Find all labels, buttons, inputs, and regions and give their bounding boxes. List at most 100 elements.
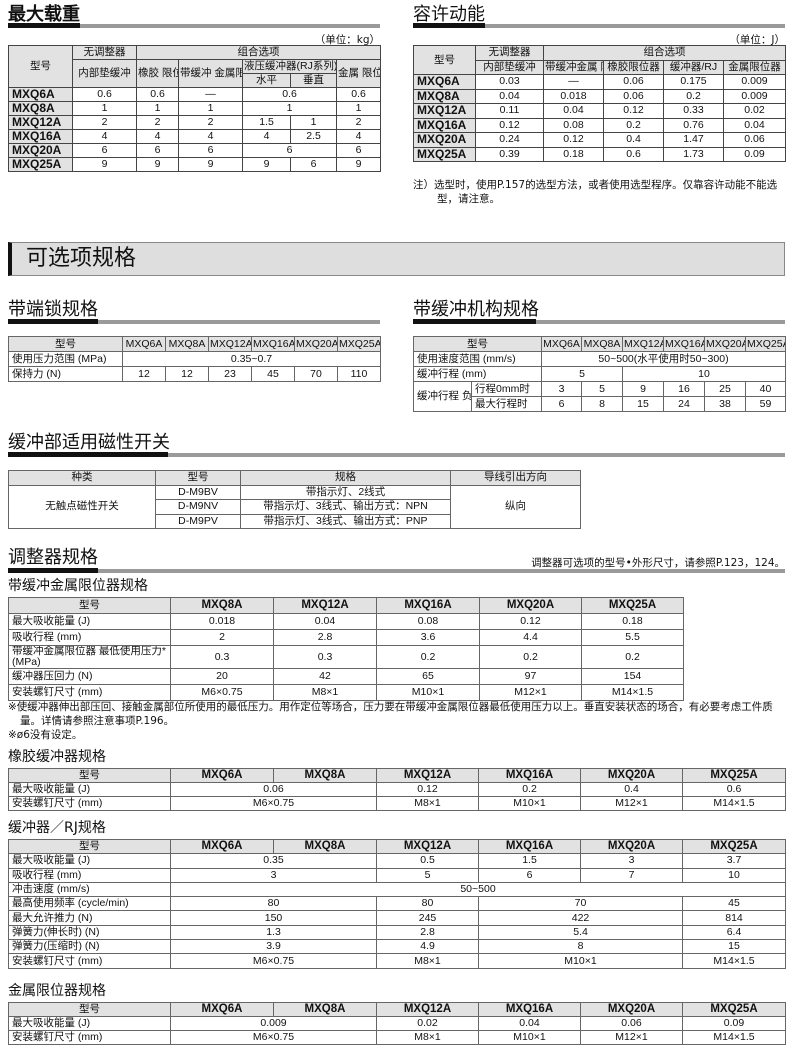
table-header-cell: MXQ6A [170,838,274,855]
table-cell: 0.06 [170,782,377,797]
table-cell: M14×1.5 [682,953,786,969]
table-cell: 1.5 [478,853,581,869]
table-cell: 带指示灯、2线式 [240,484,451,500]
table-cell: 0.2 [603,117,664,133]
table-cell: 1 [136,101,179,116]
table-cell: 0.06 [603,74,664,90]
table-row: 带缓冲金属限位器 最低使用压力* (MPa) 0.3 0.3 0.2 0.2 0.2 [8,645,684,669]
table-cell: 0.18 [543,146,604,162]
table-cell: 0.04 [475,88,544,104]
table-cell: 4.9 [376,939,479,955]
table-cell: MXQ25A [8,157,73,172]
table-header-cell: MXQ16A [663,336,705,352]
table-cell: 冲击速度 (mm/s) [8,881,171,898]
table-header-cell: MXQ16A [478,838,581,855]
table-row: 种类 型号 规格 导线引出方向 [8,470,581,486]
table-cell: 110 [337,366,381,382]
table-cell: 0.04 [478,1016,581,1031]
cushion-metal-note-2: ※ø6没有设定。 [8,729,83,741]
table-cell: D-M9BV [155,484,241,500]
table-header-cell: 型号 [8,1002,171,1017]
title-underline [8,319,380,324]
table-row: MXQ16A 4 4 4 4 2.5 4 [8,129,381,144]
table-row: 型号 无调整器 组合选项 [8,45,381,88]
table-header-cell: 型号 [413,45,476,75]
table-cell: 0.5 [376,853,479,869]
table-cell: 无触点磁性开关 [8,484,156,529]
cushion-metal-table: 型号 MXQ8A MXQ12A MXQ16A MXQ20A MXQ25A 最大吸收能量 (J… [8,597,684,701]
table-cell: 9 [178,157,243,172]
table-row: 安装螺钉尺寸 (mm) M6×0.75 M8×1 M10×1 M12×1 M14×1.5 [8,684,684,701]
table-cell: 7 [580,867,683,883]
table-cell: 0.12 [475,117,544,133]
table-header-cell: MXQ8A [273,1002,377,1017]
table-cell: 50~500(水平使用时50~300) [541,351,786,367]
table-cell: MXQ12A [8,115,73,130]
table-cell: 0.12 [603,103,664,119]
table-cell: 0.6 [242,87,337,102]
table-cell: 12 [122,366,166,382]
table-cell: 1 [336,101,381,116]
table-cell: MXQ6A [8,87,73,102]
table-header-cell: MXQ16A [478,768,581,783]
table-row: D-M9NV 带指示灯、3线式、输出方式：NPN [9,499,581,515]
table-row: MXQ20A 0.24 0.12 0.4 1.47 0.06 [413,132,786,148]
table-cell: 1.73 [663,146,724,162]
table-cell: 0.35~0.7 [122,351,381,367]
table-cell: 0.06 [603,88,664,104]
rubber-table: 型号 MXQ6A MXQ8A MXQ12A MXQ16A MXQ20A MXQ25A 最大吸收… [8,768,786,811]
table-cell: 0.009 [170,1016,377,1031]
table-cell: 4.4 [479,629,582,646]
table-cell: 24 [663,396,705,412]
table-cell: 2.5 [290,129,337,144]
table-cell: 行程0mm时 [471,381,542,397]
max-load-unit: （单位：kg） [314,34,380,46]
table-header-cell: MXQ20A [580,1002,683,1017]
table-row: MXQ8A 1 1 1 1 1 [8,101,381,116]
table-cell: MXQ16A [413,117,476,133]
table-cell: 最大吸收能量 (J) [8,782,171,797]
table-header-cell: MXQ25A [682,838,786,855]
table-row: 最高使用频率 (cycle/min) 80 80 70 45 [8,896,786,912]
table-row: MXQ6A 0.6 0.6—0.6 0.6 [8,87,381,102]
table-cell: 0.2 [663,88,724,104]
table-row: MXQ20A 6 6 6 6 6 [8,143,381,158]
table-cell: 6 [72,143,137,158]
table-cell: MXQ20A [413,132,476,148]
table-cell: M14×1.5 [682,796,786,811]
table-row: 保持力 (N) 12 12 23 45 70 110 [8,366,381,382]
table-cell: 6 [478,867,581,883]
table-cell: M8×1 [376,953,479,969]
table-cell: 带指示灯、3线式、输出方式：NPN [240,499,451,515]
table-cell: 3 [580,853,683,869]
table-cell: 6 [178,143,243,158]
table-cell: 0.3 [170,645,274,669]
table-row: 最大吸收能量 (J) 0.018 0.04 0.08 0.12 0.18 [8,613,684,630]
table-row: 最大允许推力 (N) 150 245 422 814 [8,910,786,926]
table-row: 型号 无调整器 组合选项 [413,45,786,75]
table-header-cell: 缓冲器/RJ [663,59,724,75]
cushion-mech-title: 带缓冲机构规格 [413,299,539,320]
table-header-cell: MXQ12A [273,597,377,614]
table-cell: 0.11 [475,103,544,119]
table-cell: 0.06 [580,1016,683,1031]
table-cell: M14×1.5 [581,684,684,701]
table-row: MXQ6A 0.03—0.06 0.175 0.009 [413,74,786,90]
table-cell: D-M9PV [155,513,241,529]
table-cell: 0.76 [663,117,724,133]
table-row: 最大行程时 6 8 15 24 38 59 [414,396,786,412]
table-cell: 0.2 [479,645,582,669]
allowable-energy-note: 注）选型时，使用P.157的选型方法，或者使用选型程序。仅靠容许动能不能选型，请… [413,179,778,205]
table-header-cell: MXQ12A [622,336,664,352]
table-cell: MXQ6A [413,74,476,90]
table-cell: 97 [479,668,582,685]
table-cell: — [178,87,243,102]
table-cell: 3.9 [170,939,377,955]
table-cell: 0.12 [543,132,604,148]
table-cell: 3.7 [682,853,786,869]
table-cell: 20 [170,668,274,685]
table-cell: 154 [581,668,684,685]
table-cell: 3.6 [376,629,480,646]
table-cell: 最大吸收能量 (J) [8,853,171,869]
table-cell: 1.3 [170,924,377,941]
